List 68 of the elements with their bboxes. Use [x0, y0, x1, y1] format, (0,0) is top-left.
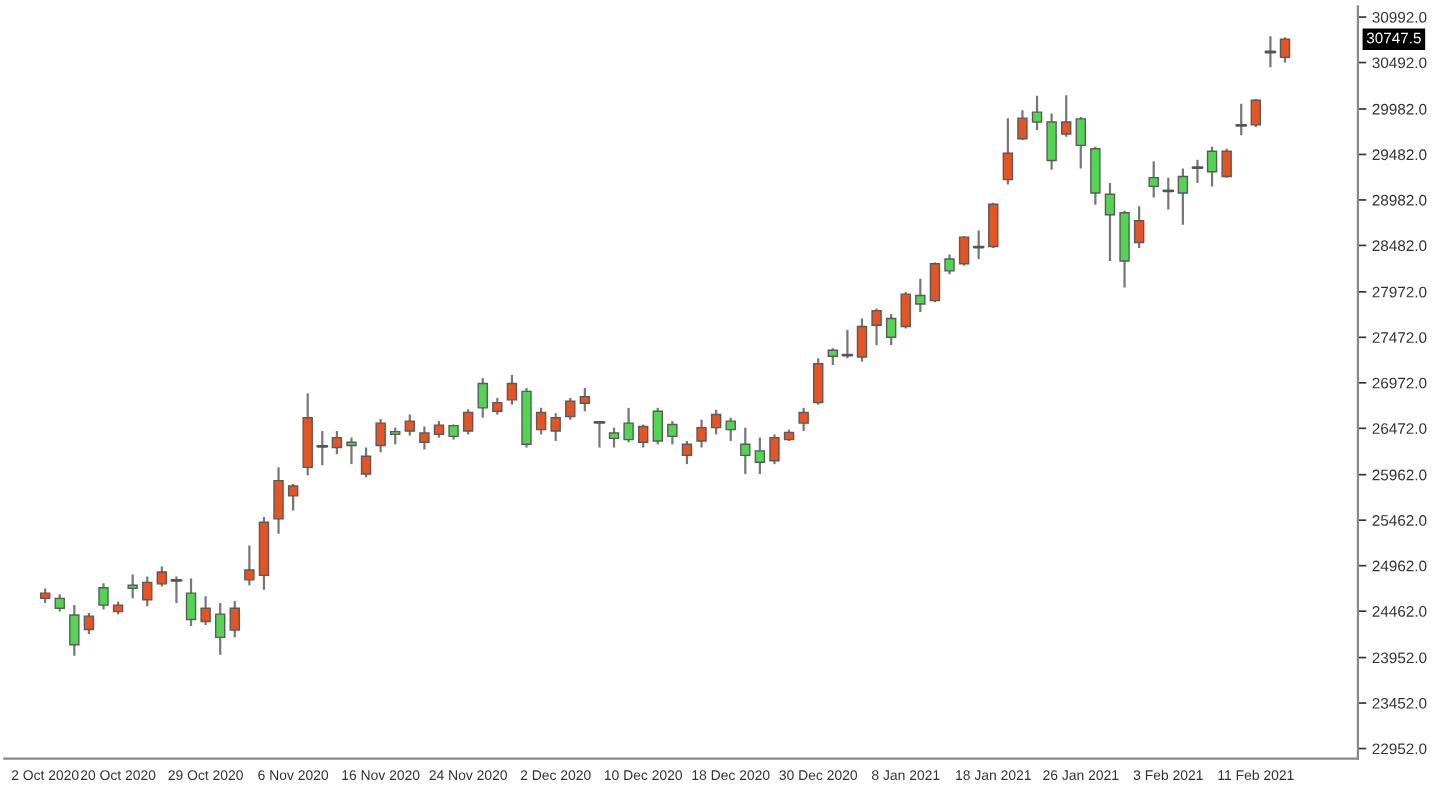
candlestick	[1177, 167, 1189, 226]
candlestick	[346, 436, 357, 466]
candlestick	[769, 433, 780, 466]
candlestick	[1191, 158, 1204, 185]
candlestick	[710, 408, 722, 436]
candlestick	[944, 253, 955, 276]
candlestick	[652, 406, 663, 446]
candlestick	[287, 482, 299, 512]
candlestick	[229, 599, 240, 639]
candlestick	[185, 577, 197, 628]
candlestick	[244, 544, 255, 587]
candlestick	[1148, 160, 1159, 199]
candlestick	[1206, 145, 1218, 188]
candlestick	[1017, 109, 1028, 142]
candlestick	[579, 386, 591, 413]
candlestick	[565, 396, 576, 421]
candlestick	[462, 408, 474, 436]
candlestick	[1235, 102, 1248, 137]
candlestick	[1279, 36, 1291, 64]
candlestick	[725, 416, 736, 443]
candlestick	[69, 603, 80, 657]
candlestick	[988, 201, 999, 249]
candlestick	[550, 412, 561, 443]
candlestick	[754, 436, 766, 476]
candlestick	[608, 426, 620, 449]
candlestick	[1046, 112, 1057, 171]
candlestick	[214, 601, 226, 656]
candlestick	[1250, 97, 1262, 128]
candlestick	[360, 446, 372, 479]
candlestick	[170, 575, 183, 605]
candlestick	[681, 439, 693, 466]
candlestick	[623, 406, 634, 444]
candlestick	[593, 420, 606, 449]
candlestick	[1221, 147, 1232, 179]
candlestick	[1104, 181, 1116, 263]
candlestick	[1090, 145, 1101, 206]
candlestick	[740, 426, 751, 476]
candlestick	[900, 290, 911, 330]
candlestick	[1133, 205, 1145, 249]
candlestick	[915, 277, 926, 314]
candlestick	[375, 418, 386, 454]
candlestick	[156, 565, 168, 588]
candlestick	[404, 413, 416, 437]
candlestick	[127, 573, 138, 600]
candlestick	[667, 420, 678, 446]
candlestick	[813, 357, 824, 406]
candlestick	[331, 429, 343, 456]
candlestick	[637, 423, 649, 449]
candlestick	[798, 406, 809, 433]
candlestick	[1031, 94, 1043, 132]
candlestick	[535, 406, 547, 436]
candlestick	[958, 234, 970, 267]
candlestick	[696, 418, 707, 449]
candlestick	[871, 307, 882, 347]
candlestick	[200, 595, 211, 627]
candlestick	[83, 611, 95, 636]
candlestick	[273, 466, 284, 535]
candlestick	[1060, 94, 1072, 138]
candlestick	[929, 261, 941, 304]
candlestick	[142, 575, 153, 608]
candlestick	[506, 373, 518, 406]
candlestick	[1002, 117, 1014, 186]
candlestick	[98, 582, 109, 611]
candlestick	[856, 317, 868, 363]
candlestick	[419, 425, 430, 451]
candlestick	[885, 312, 897, 347]
candlestick	[477, 376, 488, 419]
candlestick	[1075, 115, 1086, 170]
